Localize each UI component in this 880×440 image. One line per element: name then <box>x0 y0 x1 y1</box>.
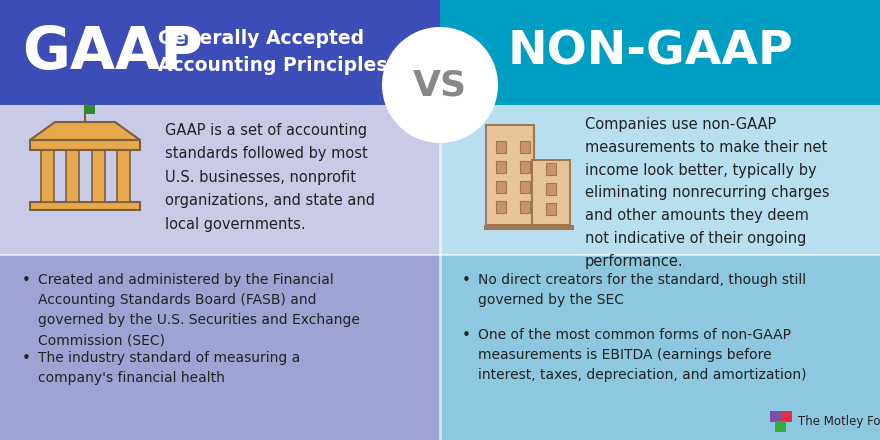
Text: •: • <box>462 273 471 288</box>
Bar <box>546 163 556 175</box>
Bar <box>40 150 54 202</box>
Text: Created and administered by the Financial
Accounting Standards Board (FASB) and
: Created and administered by the Financia… <box>38 273 360 347</box>
Bar <box>116 150 129 202</box>
Bar <box>0 105 440 255</box>
Bar <box>30 140 140 150</box>
Text: VS: VS <box>413 68 467 102</box>
Bar <box>781 411 792 422</box>
Text: GAAP: GAAP <box>22 23 203 81</box>
Text: Companies use non-GAAP
measurements to make their net
income look better, typica: Companies use non-GAAP measurements to m… <box>585 117 830 269</box>
Text: No direct creators for the standard, though still
governed by the SEC: No direct creators for the standard, tho… <box>478 273 806 307</box>
Text: •: • <box>462 328 471 343</box>
Bar <box>532 160 570 225</box>
Bar <box>484 225 574 230</box>
Bar <box>546 203 556 215</box>
Text: The Motley Fool: The Motley Fool <box>798 414 880 428</box>
Bar <box>546 183 556 195</box>
Bar <box>0 255 440 440</box>
Polygon shape <box>30 122 140 140</box>
Bar <box>0 0 440 105</box>
Bar <box>84 105 95 114</box>
Bar <box>770 411 781 422</box>
Text: GAAP is a set of accounting
standards followed by most
U.S. businesses, nonprofi: GAAP is a set of accounting standards fo… <box>165 123 375 231</box>
Text: The industry standard of measuring a
company's financial health: The industry standard of measuring a com… <box>38 351 300 385</box>
Bar <box>496 141 506 153</box>
Bar <box>440 0 880 105</box>
Bar <box>520 181 530 193</box>
Bar <box>440 255 880 440</box>
Bar <box>486 125 534 225</box>
Bar <box>92 150 105 202</box>
Bar <box>65 150 78 202</box>
Circle shape <box>382 27 498 143</box>
Text: One of the most common forms of non-GAAP
measurements is EBITDA (earnings before: One of the most common forms of non-GAAP… <box>478 328 806 382</box>
Bar <box>496 181 506 193</box>
Text: Generally Accepted
Accounting Principles: Generally Accepted Accounting Principles <box>158 29 387 75</box>
Bar <box>775 421 786 432</box>
Bar <box>440 105 880 255</box>
Text: •: • <box>22 273 31 288</box>
Bar <box>496 201 506 213</box>
Bar <box>520 201 530 213</box>
Text: NON-GAAP: NON-GAAP <box>508 29 794 74</box>
Bar <box>30 202 140 210</box>
Text: •: • <box>22 351 31 366</box>
Bar <box>520 161 530 173</box>
Bar <box>520 141 530 153</box>
Bar <box>496 161 506 173</box>
